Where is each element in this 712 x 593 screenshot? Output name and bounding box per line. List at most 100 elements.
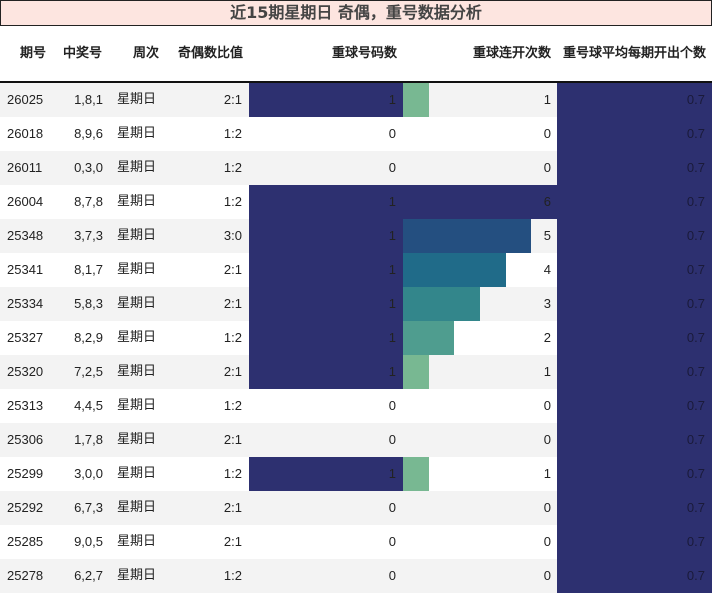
cell-weekday-text: 星期日 (117, 194, 157, 209)
cell-streak-text: 0 (543, 398, 551, 413)
cell-repeat-count-text: 1 (388, 92, 396, 107)
cell-repeat-count: 1 (249, 287, 403, 321)
cell-avg-text: 0.7 (686, 432, 705, 447)
cell-streak-text: 0 (543, 500, 551, 515)
cell-repeat-count-text: 1 (388, 262, 396, 277)
cell-numbers-text: 6,7,3 (74, 500, 103, 515)
cell-period: 25292 (0, 491, 52, 525)
streak-bar (403, 185, 557, 219)
cell-streak-text: 2 (543, 330, 551, 345)
header-period: 期号 (19, 45, 46, 61)
cell-weekday: 星期日 (108, 423, 165, 457)
cell-avg-text: 0.7 (686, 568, 705, 583)
cell-odd-even-text: 1:2 (223, 330, 242, 345)
table-row: 25313 4,4,5 星期日 1:2 0 0 0.7 (0, 389, 712, 423)
cell-repeat-count-text: 0 (388, 126, 396, 141)
streak-bar (403, 219, 531, 253)
cell-period-text: 25278 (7, 568, 44, 583)
cell-odd-even: 2:1 (165, 83, 249, 117)
cell-numbers: 3,0,0 (52, 457, 108, 491)
cell-weekday-text: 星期日 (117, 432, 157, 447)
table-row: 25278 6,2,7 星期日 1:2 0 0 0.7 (0, 559, 712, 593)
cell-period-text: 25341 (7, 262, 44, 277)
table-row: 25341 8,1,7 星期日 2:1 1 4 0.7 (0, 253, 712, 287)
cell-weekday: 星期日 (108, 389, 165, 423)
cell-weekday-text: 星期日 (117, 296, 157, 311)
cell-odd-even: 1:2 (165, 151, 249, 185)
cell-avg-text: 0.7 (686, 92, 705, 107)
cell-period-text: 25292 (7, 500, 44, 515)
cell-avg-text: 0.7 (686, 500, 705, 515)
cell-avg-text: 0.7 (686, 160, 705, 175)
cell-streak-text: 0 (543, 534, 551, 549)
cell-numbers-text: 8,7,8 (74, 194, 103, 209)
cell-period: 25348 (0, 219, 52, 253)
cell-numbers: 1,8,1 (52, 83, 108, 117)
header-streak: 重球连开次数 (472, 45, 551, 61)
cell-odd-even-text: 2:1 (223, 296, 242, 311)
table-row: 25320 7,2,5 星期日 2:1 1 1 0.7 (0, 355, 712, 389)
cell-streak-text: 0 (543, 568, 551, 583)
cell-period: 25313 (0, 389, 52, 423)
cell-odd-even-text: 1:2 (223, 466, 242, 481)
cell-period-text: 25299 (7, 466, 44, 481)
cell-period-text: 25327 (7, 330, 44, 345)
cell-streak-text: 4 (543, 262, 551, 277)
cell-period-text: 25285 (7, 534, 44, 549)
cell-weekday-text: 星期日 (117, 364, 157, 379)
header-repeat-count: 重球号码数 (331, 45, 397, 61)
cell-period-text: 25348 (7, 228, 44, 243)
header-avg: 重号球平均每期开出个数 (562, 45, 706, 61)
cell-weekday: 星期日 (108, 219, 165, 253)
cell-odd-even: 3:0 (165, 219, 249, 253)
header-weekday: 周次 (132, 45, 159, 61)
cell-avg-text: 0.7 (686, 534, 705, 549)
cell-weekday: 星期日 (108, 457, 165, 491)
cell-weekday-text: 星期日 (117, 330, 157, 345)
streak-bar (403, 457, 429, 491)
streak-bar (403, 355, 429, 389)
cell-odd-even-text: 1:2 (223, 398, 242, 413)
cell-repeat-count-text: 1 (388, 330, 396, 345)
cell-repeat-count: 0 (249, 423, 403, 457)
cell-repeat-count-text: 0 (388, 568, 396, 583)
cell-weekday-text: 星期日 (117, 500, 157, 515)
cell-streak-text: 3 (543, 296, 551, 311)
cell-odd-even: 2:1 (165, 253, 249, 287)
cell-avg-text: 0.7 (686, 296, 705, 311)
cell-repeat-count-text: 1 (388, 296, 396, 311)
cell-avg: 0.7 (557, 491, 712, 525)
table-row: 25327 8,2,9 星期日 1:2 1 2 0.7 (0, 321, 712, 355)
cell-weekday: 星期日 (108, 185, 165, 219)
cell-period: 25320 (0, 355, 52, 389)
cell-numbers-text: 6,2,7 (74, 568, 103, 583)
cell-streak-text: 1 (543, 364, 551, 379)
cell-numbers: 5,8,3 (52, 287, 108, 321)
cell-period: 26011 (0, 151, 52, 185)
cell-period: 25306 (0, 423, 52, 457)
table-header-row: 期号 中奖号 周次 奇偶数比值 重球号码数 重球连开次数 重号球平均每期开出个数 (0, 26, 712, 83)
cell-odd-even-text: 2:1 (223, 364, 242, 379)
cell-numbers-text: 5,8,3 (74, 296, 103, 311)
cell-odd-even: 2:1 (165, 525, 249, 559)
cell-avg-text: 0.7 (686, 126, 705, 141)
cell-repeat-count: 0 (249, 151, 403, 185)
table-row: 25299 3,0,0 星期日 1:2 1 1 0.7 (0, 457, 712, 491)
cell-odd-even: 2:1 (165, 355, 249, 389)
cell-numbers-text: 0,3,0 (74, 160, 103, 175)
cell-avg: 0.7 (557, 185, 712, 219)
cell-streak: 0 (403, 389, 557, 423)
cell-odd-even: 2:1 (165, 423, 249, 457)
cell-avg: 0.7 (557, 525, 712, 559)
cell-numbers: 1,7,8 (52, 423, 108, 457)
cell-period: 25278 (0, 559, 52, 593)
cell-avg: 0.7 (557, 389, 712, 423)
cell-weekday-text: 星期日 (117, 262, 157, 277)
cell-repeat-count: 1 (249, 219, 403, 253)
cell-repeat-count: 0 (249, 559, 403, 593)
cell-streak: 1 (403, 457, 557, 491)
cell-avg-text: 0.7 (686, 194, 705, 209)
table-row: 25306 1,7,8 星期日 2:1 0 0 0.7 (0, 423, 712, 457)
cell-odd-even: 1:2 (165, 389, 249, 423)
cell-streak-text: 1 (543, 92, 551, 107)
